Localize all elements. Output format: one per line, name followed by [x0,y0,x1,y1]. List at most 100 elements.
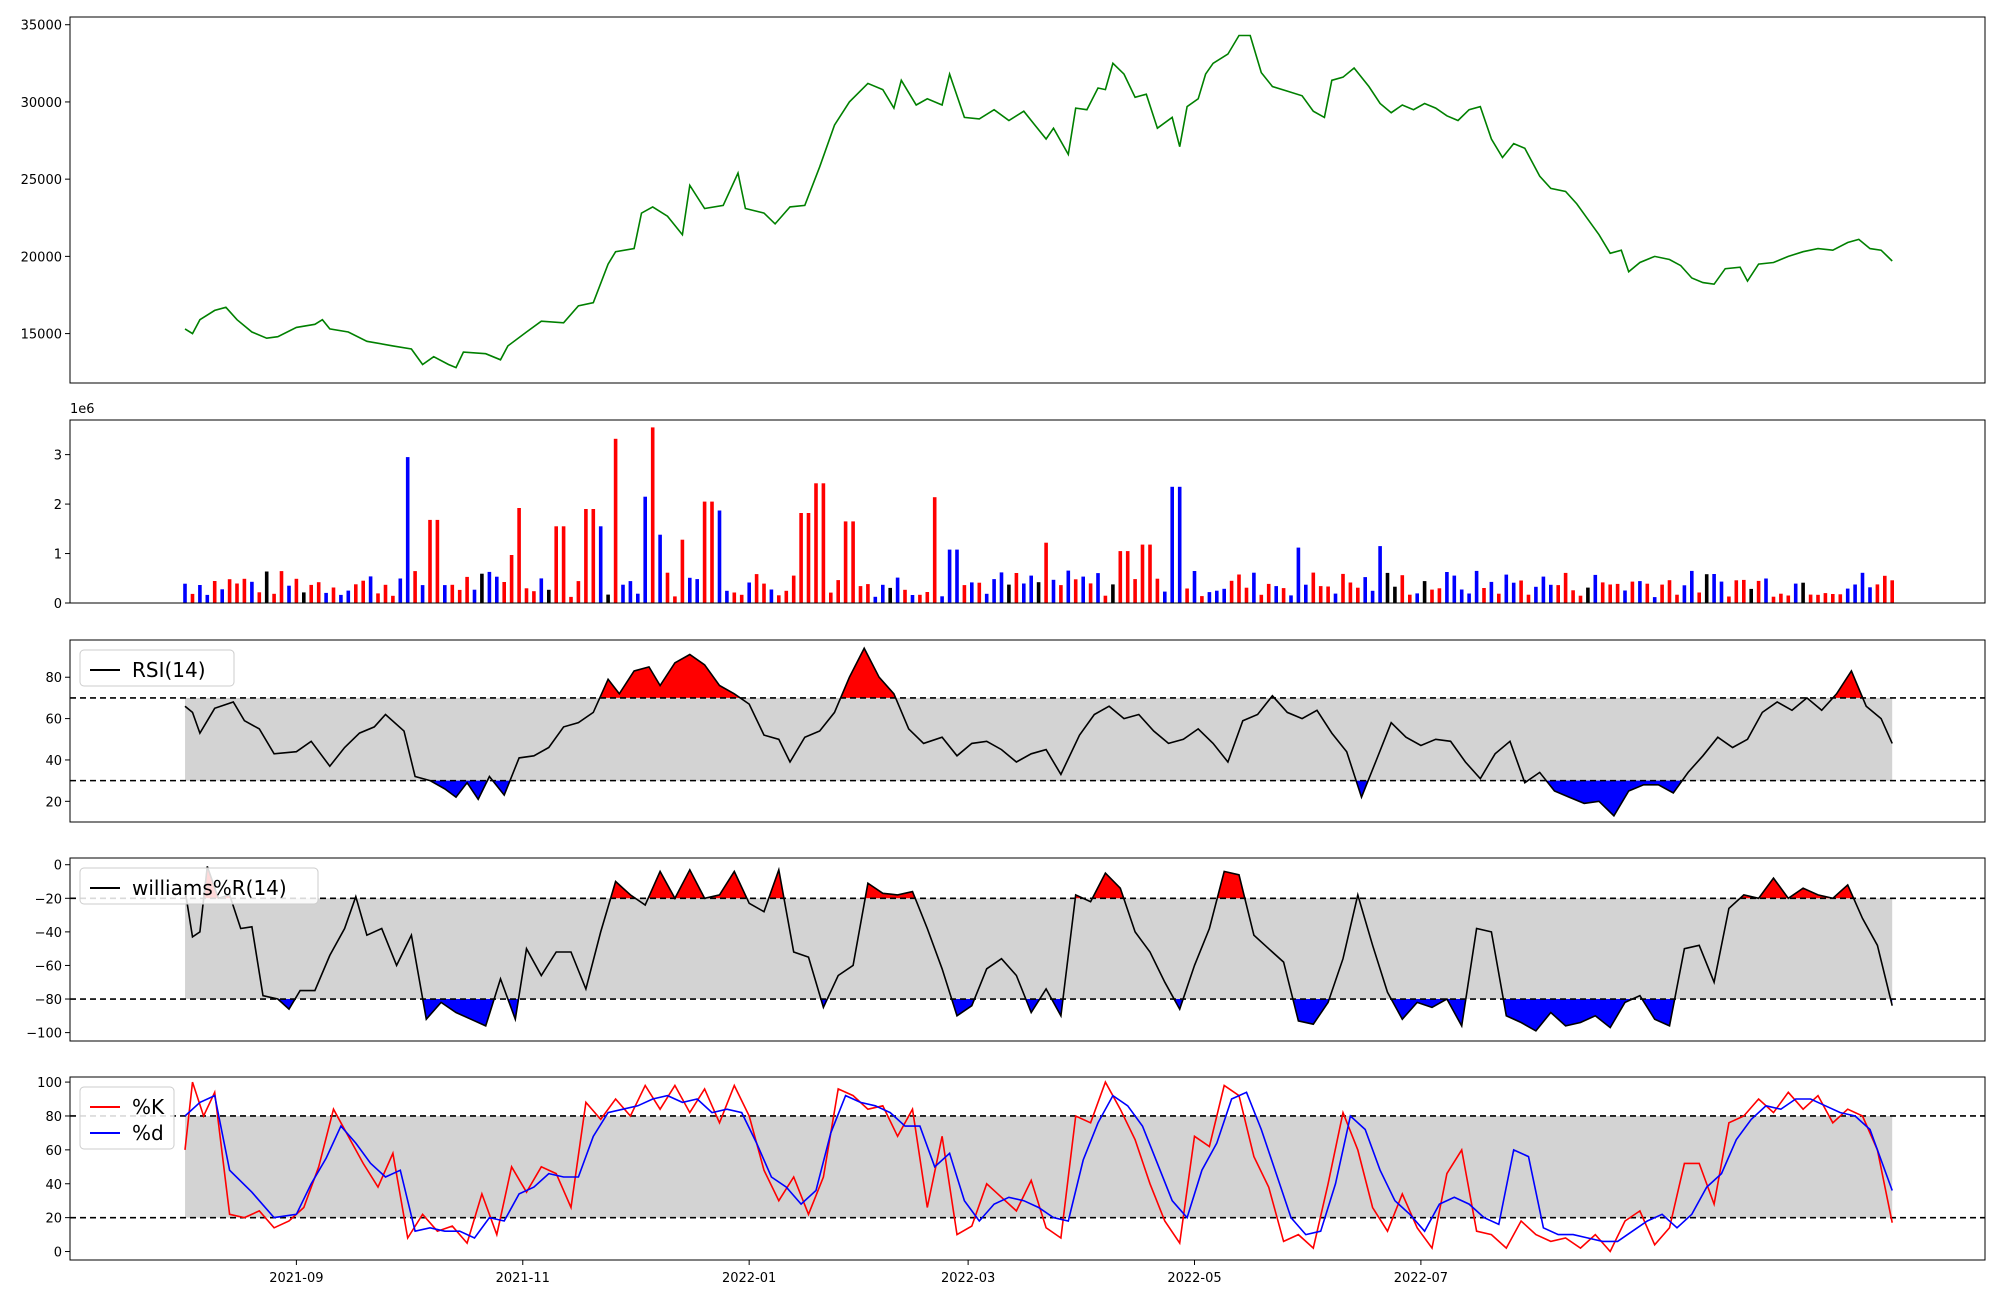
volume-bar [1318,586,1323,603]
rsi-oversold-fill [492,780,510,796]
volume-bar [1163,591,1167,603]
legend-label: %d [132,1121,164,1145]
williams-oversold-fill [1642,999,1675,1026]
price-ytick-label: 15000 [21,328,62,343]
volume-bar [1170,486,1174,603]
volume-bar [517,508,521,603]
volume-bar [970,582,974,603]
x-tick-label: 2021-09 [269,1271,323,1286]
volume-bar [339,594,343,603]
x-tick-label: 2022-01 [722,1271,776,1286]
volume-bar [450,584,455,603]
volume-bar [435,519,440,603]
volume-bar [606,594,610,603]
volume-bar [739,594,744,603]
williams-line [184,866,1893,1032]
volume-bar [628,581,633,603]
stochastic-ytick-label: 100 [37,1076,62,1091]
volume-bar [502,582,506,603]
volume-bar [316,582,321,603]
volume-bar [1096,573,1100,603]
volume-bar [554,526,558,603]
volume-bar [1445,572,1449,603]
volume-bar [1734,580,1739,603]
legend-label: RSI(14) [132,658,206,682]
volume-bar [1652,597,1657,603]
volume-bar [1474,570,1479,603]
williams-overbought-fill [648,871,675,899]
volume-bar [1408,594,1412,603]
legend-label: %K [132,1095,165,1119]
volume-bar [799,513,803,603]
volume-ytick-label: 2 [54,498,62,513]
x-tick-label: 2021-11 [496,1271,550,1286]
volume-bar [955,549,959,603]
volume-bar [1853,584,1857,603]
volume-bar [1875,584,1880,603]
volume-bar [1029,575,1033,603]
x-tick-label: 2022-03 [941,1271,995,1286]
volume-bar [702,501,707,603]
stochastic-ytick-label: 40 [45,1178,62,1193]
williams-overbought-fill [674,869,705,899]
volume-bar [1756,580,1761,603]
williams-oversold-fill [277,999,295,1010]
volume-bar [1638,581,1642,603]
volume-bar [561,526,566,603]
volume-bar [264,571,269,603]
volume-bar [992,579,996,603]
volume-bar [695,579,699,603]
volume-bar [287,585,291,603]
volume-bar [1808,594,1813,603]
volume-bar [472,589,477,603]
volume-bar [1578,595,1583,603]
volume-bar [613,438,618,603]
volume-bar [1036,582,1041,603]
volume-bar [361,580,365,603]
volume-bar [368,576,373,603]
volume-bar [1838,594,1843,603]
volume-bar [881,584,885,603]
williams-overbought-fill [1217,871,1245,899]
volume-bar [1571,590,1575,603]
rsi-ytick-label: 20 [45,795,62,810]
volume-bar [569,596,573,603]
volume-bar [235,583,239,603]
volume-bar [1259,594,1264,603]
volume-bar [509,555,514,603]
rsi-ytick-label: 80 [45,671,62,686]
volume-bar [1749,588,1753,603]
volume-bar [1697,592,1701,603]
volume-bar [769,589,774,603]
volume-bar [643,496,647,603]
volume-bar [1059,585,1063,603]
volume-bar [821,483,826,603]
volume-bar [1081,576,1085,603]
volume-bar [1764,578,1768,603]
volume-bar [391,595,395,603]
williams-oversold-fill [1503,999,1633,1031]
volume-bar [903,589,907,603]
volume-bar [858,586,863,603]
volume-bar [257,592,262,603]
legend: williams%R(14) [79,867,319,905]
volume-bar [1281,588,1286,603]
volume-bar [1816,594,1820,603]
volume-bar [1200,596,1204,603]
williams-overbought-fill [1092,873,1124,899]
volume-bar [1007,584,1011,603]
volume-bar [1563,572,1568,603]
volume-bar [806,513,811,603]
williams-overbought-fill [1758,878,1789,899]
volume-bar [524,588,529,603]
volume-bar [547,589,551,603]
volume-bar [1779,593,1783,603]
price-line [184,34,1893,369]
volume-bar [999,572,1004,603]
volume-bar [1497,593,1501,603]
volume-bar [443,585,447,603]
volume-bar [1333,593,1338,603]
volume-bar [1623,590,1627,603]
volume-bar [1742,579,1746,603]
volume-bar [1452,575,1457,603]
